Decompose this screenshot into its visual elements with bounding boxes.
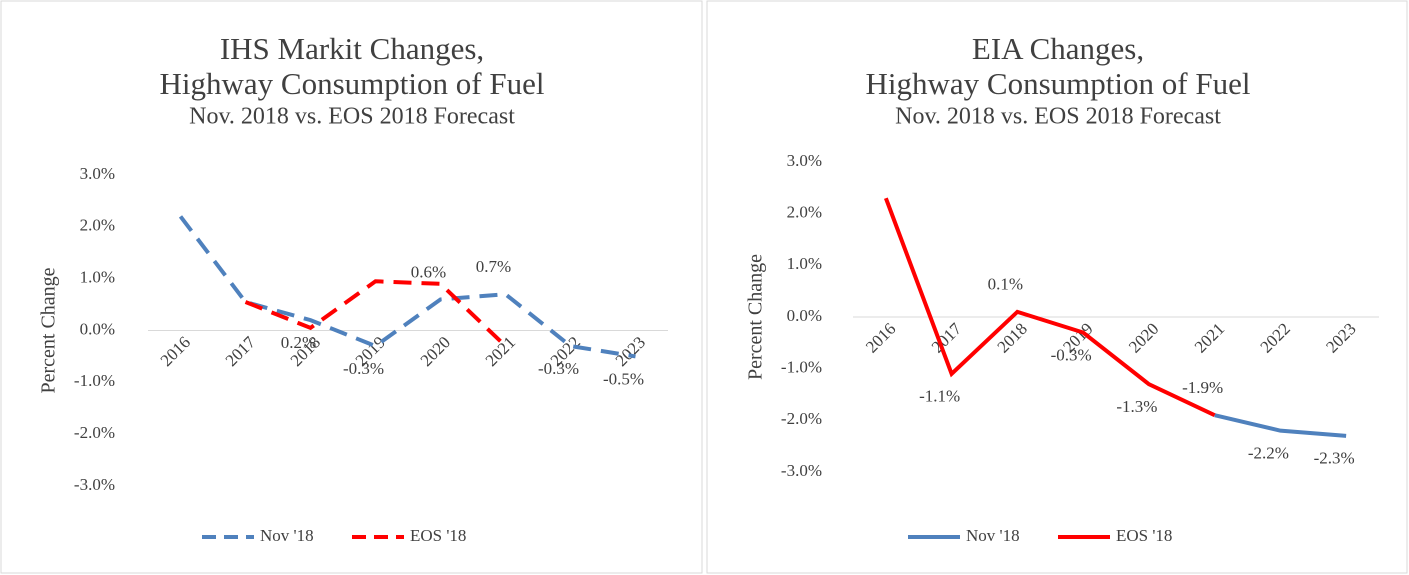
y-tick-label: 3.0% <box>787 151 822 170</box>
data-label: -1.1% <box>919 387 960 406</box>
data-label: 0.7% <box>476 257 511 276</box>
legend-label: EOS '18 <box>1116 526 1172 545</box>
chart-title: Highway Consumption of Fuel <box>160 66 545 101</box>
data-label: -1.3% <box>1116 397 1157 416</box>
chart-subtitle: Nov. 2018 vs. EOS 2018 Forecast <box>895 104 1221 130</box>
data-label: -2.3% <box>1314 449 1355 468</box>
y-axis-title: Percent Change <box>745 254 767 380</box>
legend-label: EOS '18 <box>410 526 466 545</box>
y-tick-label: 1.0% <box>80 268 115 287</box>
y-tick-label: -2.0% <box>74 423 115 442</box>
data-label: 0.6% <box>411 262 446 281</box>
y-tick-label: -1.0% <box>74 371 115 390</box>
panel <box>706 0 1408 574</box>
data-label: -0.3% <box>1051 345 1092 364</box>
data-label: -0.3% <box>343 359 384 378</box>
y-tick-label: 1.0% <box>787 254 822 273</box>
y-axis-title: Percent Change <box>38 267 60 393</box>
chart-title: IHS Markit Changes, <box>220 31 484 66</box>
data-label: 0.1% <box>988 275 1023 294</box>
chart-subtitle: Nov. 2018 vs. EOS 2018 Forecast <box>189 104 515 130</box>
y-tick-label: -3.0% <box>74 475 115 494</box>
data-label: -0.3% <box>538 359 579 378</box>
y-tick-label: 0.0% <box>787 306 822 325</box>
chart-title: EIA Changes, <box>972 31 1144 66</box>
data-label: -0.5% <box>603 369 644 388</box>
data-label: -2.2% <box>1248 444 1289 463</box>
data-label: 0.2% <box>281 333 316 352</box>
y-tick-label: 2.0% <box>787 203 822 222</box>
y-tick-label: -1.0% <box>781 358 822 377</box>
data-label: -1.9% <box>1182 378 1223 397</box>
y-tick-label: 3.0% <box>80 164 115 183</box>
series-line <box>884 197 1216 417</box>
y-tick-label: -3.0% <box>781 461 822 480</box>
y-tick-label: 2.0% <box>80 216 115 235</box>
legend-label: Nov '18 <box>260 526 314 545</box>
panel <box>0 0 703 574</box>
legend-label: Nov '18 <box>966 526 1020 545</box>
y-tick-label: 0.0% <box>80 319 115 338</box>
series-line <box>1214 413 1347 438</box>
chart-title: Highway Consumption of Fuel <box>866 66 1251 101</box>
y-tick-label: -2.0% <box>781 409 822 428</box>
series-line <box>244 279 507 348</box>
